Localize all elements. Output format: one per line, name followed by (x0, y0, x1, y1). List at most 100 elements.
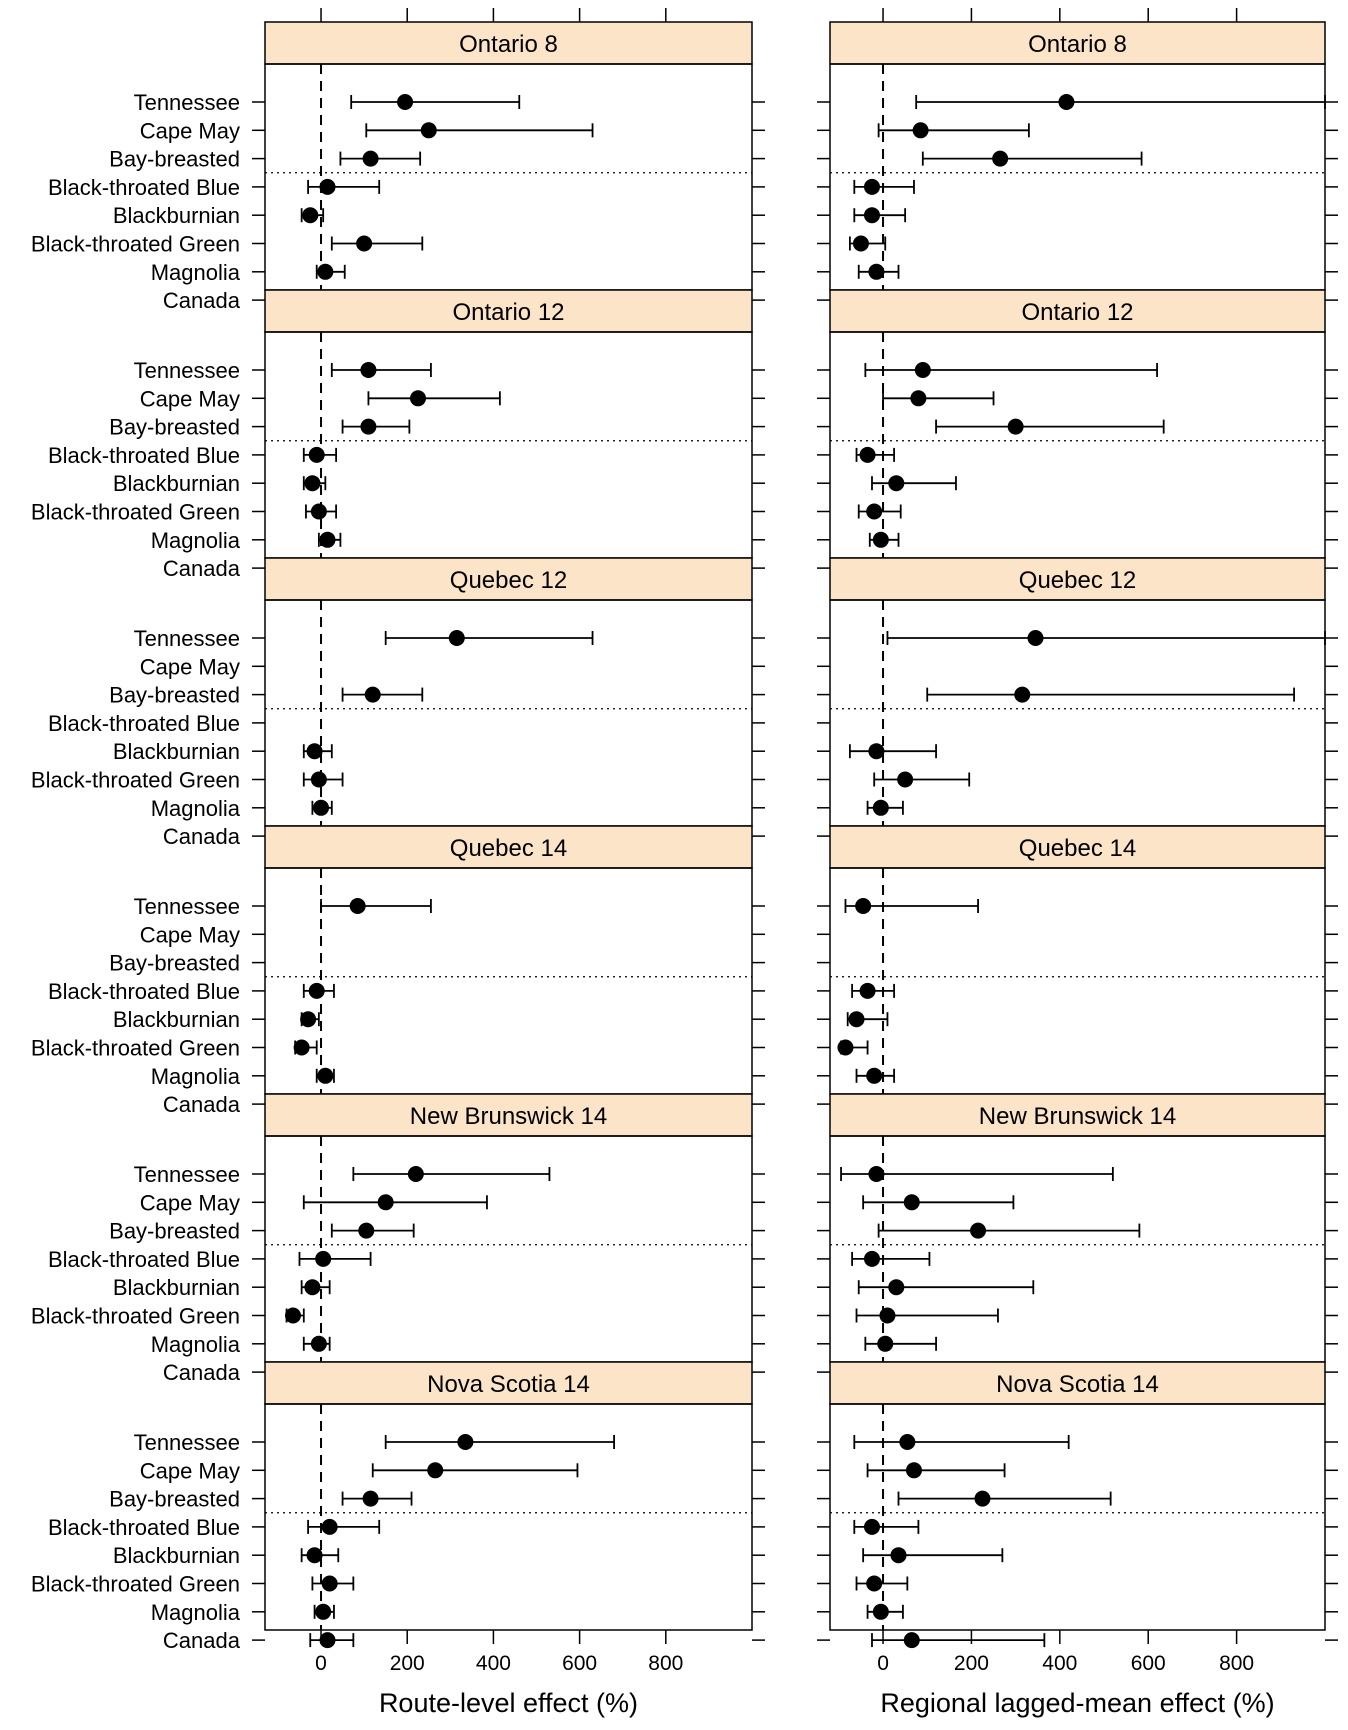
point-estimate-black-throated-blue (863, 178, 880, 195)
species-label-cape-may: Cape May (140, 1458, 240, 1483)
point-estimate-tennessee (914, 362, 931, 378)
point-estimate-blackburnian (306, 1547, 323, 1564)
panel-title: New Brunswick 14 (410, 1103, 607, 1130)
panel-title: Ontario 8 (1028, 31, 1127, 58)
ci-black-throated-green (855, 1575, 909, 1592)
ci-black-throated-blue (851, 1250, 931, 1267)
point-estimate-black-throated-blue (859, 982, 876, 999)
ci-magnolia (315, 263, 346, 280)
point-estimate-bay-breasted (992, 150, 1009, 167)
species-label-tennessee: Tennessee (134, 626, 240, 651)
panel-strip (829, 21, 1326, 65)
point-estimate-black-throated-blue (863, 1518, 880, 1535)
ci-black-throated-green (330, 235, 424, 252)
panel-frame (829, 867, 1326, 1095)
panel-frame (264, 1403, 753, 1631)
x-tick-label: 800 (648, 1652, 683, 1675)
point-estimate-cape-may (409, 390, 426, 407)
point-estimate-tennessee (868, 1166, 885, 1182)
ci-bay-breasted (935, 418, 1165, 435)
ci-black-throated-blue (853, 1518, 920, 1535)
point-estimate-blackburnian (300, 1011, 317, 1028)
ci-bay-breasted (341, 1490, 413, 1507)
point-estimate-magnolia (872, 1603, 889, 1620)
species-label-blackburnian: Blackburnian (113, 203, 240, 228)
ci-magnolia (302, 1335, 331, 1352)
species-label-magnolia: Magnolia (151, 1064, 241, 1089)
species-label-bay-breasted: Bay-breasted (109, 1219, 240, 1244)
species-label-cape-may: Cape May (140, 654, 240, 679)
ci-blackburnian (848, 743, 937, 760)
point-estimate-blackburnian (888, 475, 905, 492)
point-estimate-tennessee (899, 1434, 916, 1450)
species-label-magnolia: Magnolia (151, 1332, 241, 1357)
ci-black-throated-blue (855, 446, 895, 463)
point-estimate-blackburnian (302, 207, 319, 224)
point-estimate-canada (903, 1632, 920, 1649)
species-label-black-throated-green: Black-throated Green (31, 1572, 240, 1597)
ci-black-throated-blue (302, 982, 335, 999)
point-estimate-black-throated-blue (321, 1518, 338, 1535)
point-estimate-cape-may (903, 1194, 920, 1211)
species-label-blackburnian: Blackburnian (113, 1275, 240, 1300)
point-estimate-magnolia (877, 1335, 894, 1352)
panel-frame (829, 63, 1326, 291)
ci-blackburnian (871, 475, 957, 492)
point-estimate-blackburnian (890, 1547, 907, 1564)
species-label-cape-may: Cape May (140, 1190, 240, 1215)
point-estimate-black-throated-blue (315, 1250, 332, 1267)
point-estimate-black-throated-green (866, 503, 883, 520)
ci-bay-breasted (341, 418, 411, 435)
species-label-black-throated-blue: Black-throated Blue (48, 175, 240, 200)
point-estimate-bay-breasted (970, 1222, 987, 1239)
panel-frame (829, 1403, 1326, 1631)
point-estimate-black-throated-blue (308, 446, 325, 463)
ci-magnolia (864, 1335, 937, 1352)
point-estimate-canada (319, 1632, 336, 1649)
ci-black-throated-green (837, 1039, 869, 1056)
ci-black-throated-blue (298, 1250, 372, 1267)
species-label-tennessee: Tennessee (134, 894, 240, 919)
ci-bay-breasted (877, 1222, 1141, 1239)
ci-cape-may (367, 390, 501, 407)
ci-black-throated-green (855, 1307, 999, 1324)
point-estimate-blackburnian (863, 207, 880, 224)
ci-blackburnian (300, 1279, 331, 1296)
ci-cape-may (862, 1194, 1015, 1211)
species-label-canada: Canada (163, 1628, 241, 1653)
point-estimate-cape-may (420, 122, 437, 139)
ci-tennessee (350, 94, 521, 110)
point-estimate-tennessee (349, 898, 366, 914)
ci-tennessee (840, 1166, 1114, 1182)
point-estimate-tennessee (1058, 94, 1075, 110)
panel-frame (264, 599, 753, 827)
species-label-black-throated-green: Black-throated Green (31, 768, 240, 793)
ci-magnolia (866, 1603, 904, 1620)
point-estimate-black-throated-blue (859, 446, 876, 463)
ci-tennessee (864, 362, 1158, 378)
panel-strip (264, 825, 753, 869)
species-label-blackburnian: Blackburnian (113, 471, 240, 496)
ci-magnolia (315, 1067, 335, 1084)
point-estimate-cape-may (427, 1462, 444, 1479)
ci-magnolia (857, 263, 900, 280)
ci-tennessee (330, 362, 432, 378)
ci-blackburnian (846, 1011, 889, 1028)
species-label-black-throated-blue: Black-throated Blue (48, 1515, 240, 1540)
species-label-tennessee: Tennessee (134, 1162, 240, 1187)
point-estimate-black-throated-green (852, 235, 869, 252)
ci-blackburnian (300, 1547, 340, 1564)
species-label-cape-may: Cape May (140, 922, 240, 947)
point-estimate-bay-breasted (362, 1490, 379, 1507)
point-estimate-tennessee (397, 94, 414, 110)
panel-frame (829, 331, 1326, 559)
point-estimate-black-throated-green (285, 1307, 302, 1324)
ci-cape-may (302, 1194, 488, 1211)
ci-black-throated-blue (307, 1518, 381, 1535)
point-estimate-tennessee (407, 1166, 424, 1182)
point-estimate-tennessee (360, 362, 377, 378)
point-estimate-blackburnian (306, 743, 323, 760)
ci-black-throated-green (302, 771, 344, 788)
